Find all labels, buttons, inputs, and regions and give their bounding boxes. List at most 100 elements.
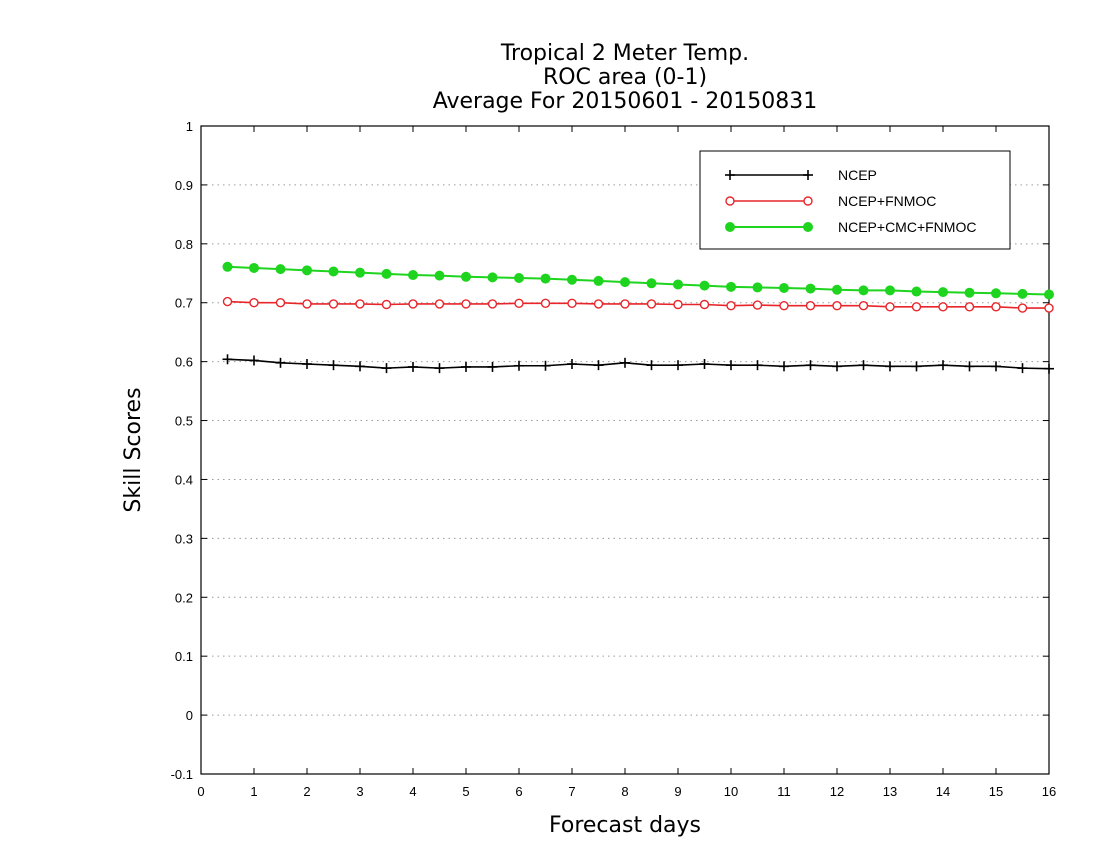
data-point	[222, 354, 233, 365]
data-point	[540, 360, 551, 371]
data-point	[1017, 288, 1028, 299]
data-point	[487, 361, 498, 372]
x-tick-label: 6	[515, 784, 522, 799]
x-tick-label: 14	[936, 784, 950, 799]
data-point	[673, 360, 683, 371]
data-point	[699, 358, 710, 369]
data-point	[328, 266, 339, 277]
title-line-3: Average For 20150601 - 20150831	[433, 89, 818, 114]
data-point	[858, 300, 869, 311]
data-point	[964, 287, 975, 298]
data-point	[408, 299, 418, 309]
data-point	[408, 270, 418, 281]
legend-label: NCEP	[838, 167, 877, 183]
x-tick-label: 3	[356, 784, 363, 799]
y-tick-label: 1	[186, 119, 193, 134]
chart-title: Tropical 2 Meter Temp. ROC area (0-1) Av…	[433, 41, 818, 114]
data-point	[381, 268, 392, 279]
y-tick-label: 0.9	[175, 178, 193, 193]
data-point	[726, 360, 736, 371]
data-point	[646, 278, 657, 289]
data-point	[1017, 303, 1028, 313]
data-point	[567, 358, 577, 369]
data-point	[803, 170, 813, 180]
data-point	[752, 360, 763, 371]
x-tick-label: 0	[197, 784, 204, 799]
x-tick-label: 7	[568, 784, 575, 799]
y-tick-label: 0.4	[175, 472, 193, 487]
x-axis: 0 1 2 3 4 5 6 7 8 9 10 11 12 13 14 15 16	[197, 126, 1056, 799]
data-point	[1044, 303, 1054, 313]
series-line	[227, 265, 1050, 296]
x-tick-label: 10	[724, 784, 738, 799]
x-tick-label: 8	[621, 784, 628, 799]
series-lines	[222, 261, 1054, 374]
data-point	[302, 299, 312, 309]
data-point	[991, 302, 1001, 312]
data-point	[911, 302, 922, 312]
data-point	[275, 298, 286, 308]
y-tick-label: 0.7	[175, 296, 193, 311]
data-point	[302, 265, 312, 276]
data-point	[1017, 363, 1028, 374]
data-point	[803, 196, 813, 206]
data-point	[699, 299, 710, 310]
series-ncep-cmc-fnmoc	[222, 261, 1054, 300]
data-point	[514, 298, 524, 309]
data-point	[593, 275, 604, 286]
y-axis: -0.1 0 0.1 0.2 0.3 0.4 0.5 0.6 0.7 0.8 0.9 1	[171, 119, 1049, 782]
data-point	[725, 170, 735, 180]
data-point	[911, 286, 922, 297]
series-ncep-fnmoc	[222, 296, 1054, 313]
data-point	[302, 358, 312, 369]
x-tick-label: 12	[830, 784, 844, 799]
data-point	[699, 280, 710, 291]
data-point	[328, 360, 339, 371]
data-point	[885, 285, 895, 296]
data-point	[832, 300, 842, 311]
data-point	[620, 277, 630, 288]
data-point	[355, 267, 365, 278]
data-point	[249, 298, 259, 308]
legend-label: NCEP+FNMOC	[838, 193, 936, 209]
data-point	[514, 360, 524, 371]
y-tick-label: 0.2	[175, 590, 193, 605]
data-point	[381, 363, 392, 374]
data-point	[832, 284, 842, 295]
data-point	[885, 361, 895, 372]
data-point	[540, 298, 551, 309]
data-point	[355, 361, 365, 372]
x-tick-label: 9	[674, 784, 681, 799]
x-tick-label: 13	[883, 784, 897, 799]
y-tick-label: 0.1	[175, 649, 193, 664]
title-line-2: ROC area (0-1)	[543, 65, 707, 90]
data-point	[832, 361, 842, 372]
y-tick-label: -0.1	[171, 767, 193, 782]
x-tick-label: 2	[303, 784, 310, 799]
y-tick-label: 0.6	[175, 355, 193, 370]
data-point	[858, 285, 869, 296]
x-tick-label: 4	[409, 784, 416, 799]
legend: NCEP NCEP+FNMOC NCEP+CMC+FNMOC	[699, 150, 1011, 250]
data-point	[434, 299, 445, 309]
data-point	[803, 222, 813, 232]
data-point	[567, 298, 577, 309]
data-point	[249, 355, 259, 366]
data-point	[1044, 289, 1054, 300]
data-point	[620, 299, 630, 309]
data-point	[805, 283, 816, 294]
data-point	[620, 357, 630, 368]
legend-label: NCEP+CMC+FNMOC	[838, 219, 976, 235]
data-point	[779, 283, 789, 293]
x-tick-label: 16	[1042, 784, 1056, 799]
data-point	[487, 272, 498, 283]
data-point	[885, 302, 895, 312]
data-point	[222, 296, 233, 307]
x-tick-label: 5	[462, 784, 469, 799]
series-ncep	[222, 354, 1054, 374]
data-point	[646, 360, 657, 371]
data-point	[673, 279, 683, 290]
data-point	[461, 299, 471, 309]
data-point	[726, 281, 736, 292]
data-point	[779, 361, 789, 372]
